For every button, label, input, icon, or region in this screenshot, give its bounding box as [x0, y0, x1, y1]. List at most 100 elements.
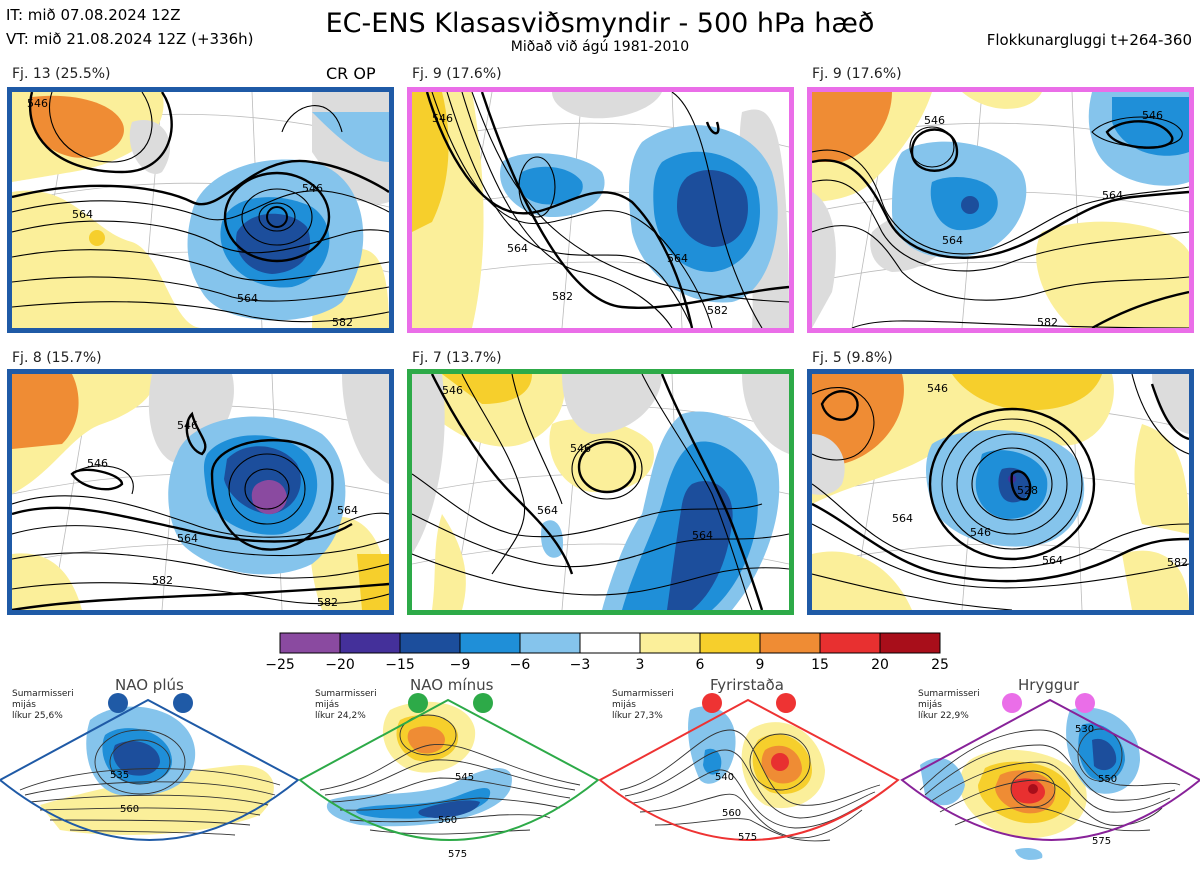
colorbar-tick-label: −9: [450, 657, 471, 673]
regime-season: Sumarmisseri: [315, 689, 377, 699]
height-contours: [431, 92, 789, 328]
cluster-map-5-plot: 546 546 564 564: [412, 374, 789, 610]
anomaly-positive: [1028, 784, 1038, 794]
colorbar-swatch: [459, 632, 521, 654]
contour-label: 528: [1017, 484, 1038, 497]
colorbar-swatch: [519, 632, 581, 654]
anomaly-negative: [1092, 738, 1117, 771]
anomaly-positive: [442, 374, 532, 404]
fan-contour-label: 560: [120, 804, 139, 815]
classification-window: Flokkunargluggi t+264-360: [986, 31, 1192, 49]
height-contours-bold: [12, 411, 389, 610]
contour-label: 582: [332, 316, 353, 328]
anomaly-negative: [312, 112, 389, 162]
cluster-map-6: 546 528 546 564 564 582: [807, 369, 1194, 615]
colorbar-swatch: [279, 632, 341, 654]
anomaly-positive: [432, 514, 466, 610]
colorbar-tick-label: 6: [696, 657, 705, 673]
land: [742, 374, 789, 454]
low-center: [266, 206, 288, 228]
anomaly-positive: [89, 230, 105, 246]
fan-contour-label: 550: [1098, 774, 1117, 785]
height-contours-bold: [12, 92, 389, 263]
regime-title: Hryggur: [1018, 676, 1080, 694]
regime-fan-nao-plus: 535 560: [0, 693, 300, 841]
cluster-map-1-plot: 546 546 564 564 582: [12, 92, 389, 328]
panel-label: Fj. 13 (25.5%): [12, 66, 111, 82]
land: [812, 192, 836, 328]
height-contours-bold: [430, 374, 764, 610]
regime-info: Sumarmisseri mijás líkur 22,9%: [918, 689, 980, 722]
anomaly-negative: [667, 480, 733, 610]
anomaly-negative: [418, 800, 480, 818]
regime-season: Sumarmisseri: [12, 689, 74, 699]
contour-label: 546: [302, 182, 323, 195]
anomaly-negative: [1112, 97, 1189, 156]
land-greenland: [562, 374, 662, 434]
fan-contour-label: 540: [715, 772, 734, 783]
fan-contour-label: 545: [455, 772, 474, 783]
contour-label: 582: [317, 596, 338, 609]
cluster-map-3: 546 546 564 564 582: [807, 87, 1194, 333]
contour-label: 546: [442, 384, 463, 397]
cluster-map-4: 546 546 564 564 582 582: [7, 369, 394, 615]
contour-label: 582: [1167, 556, 1188, 569]
anomaly-positive: [1010, 778, 1045, 804]
cluster-map-5: 546 546 564 564: [407, 369, 794, 615]
anomaly-positive: [12, 190, 202, 328]
colorbar-swatch: [879, 632, 941, 654]
panel-label: Fj. 7 (13.7%): [412, 350, 502, 366]
colorbar-swatch: [759, 632, 821, 654]
contour-label: 564: [507, 242, 528, 255]
fan-outline: [900, 698, 1200, 841]
regime-dot: [1002, 693, 1022, 713]
contour-label: 564: [892, 512, 913, 525]
colorbar-swatch: [639, 632, 701, 654]
fan-outline: [598, 698, 900, 841]
contour-label: 564: [1102, 189, 1123, 202]
anomaly-positive: [962, 92, 1042, 109]
cr-op-note: CR OP: [326, 64, 376, 83]
anomaly-positive: [812, 92, 892, 162]
contour-label: 564: [942, 234, 963, 247]
contour-label: 546: [924, 114, 945, 127]
fan-outline: [0, 698, 300, 841]
height-contours-bold: [425, 92, 789, 328]
colorbar-tick-label: 3: [636, 657, 645, 673]
anomaly-positive: [812, 374, 904, 464]
colorbar-tick-label: −15: [385, 657, 415, 673]
contour-label: 582: [552, 290, 573, 303]
regime-method: mijás: [315, 700, 339, 710]
contour-label: 564: [337, 504, 358, 517]
regime-info: Sumarmisseri mijás líkur 25,6%: [12, 689, 74, 722]
regime-fan-blocking: 540 560 575: [598, 693, 900, 843]
anomaly-positive: [12, 553, 82, 610]
anomaly-positive: [432, 374, 565, 447]
regime-fan-ridge: 530 550 575: [900, 693, 1200, 860]
cluster-map-2: 546 564 564 582 582: [407, 87, 794, 333]
cluster-map-4-plot: 546 546 564 564 582 582: [12, 374, 389, 610]
regime-method: mijás: [918, 700, 942, 710]
anomaly-positive: [1134, 424, 1189, 534]
regime-dot: [108, 693, 128, 713]
contour-label: 546: [927, 382, 948, 395]
fan-contours: [919, 728, 1181, 832]
regime-dot: [1075, 693, 1095, 713]
contour-label: 582: [1037, 316, 1058, 328]
colorbar-swatch: [699, 632, 761, 654]
anomaly-negative: [1015, 847, 1043, 860]
colorbar-tick-label: 20: [871, 657, 889, 673]
panel-label: Fj. 9 (17.6%): [412, 66, 502, 82]
land: [342, 374, 389, 484]
regime-probability: líkur 22,9%: [918, 711, 969, 721]
anomaly-positive: [952, 374, 1102, 411]
colorbar-swatch: [399, 632, 461, 654]
fan-contours: [319, 714, 581, 835]
anomaly-positive: [29, 95, 124, 158]
regime-fans: 535 560 545 560 575: [0, 693, 1200, 860]
anomaly-positive: [40, 765, 274, 835]
land-greenland: [552, 92, 662, 119]
contour-label: 564: [237, 292, 258, 305]
height-contours: [812, 374, 1189, 610]
colorbar-tick-label: 25: [931, 657, 949, 673]
